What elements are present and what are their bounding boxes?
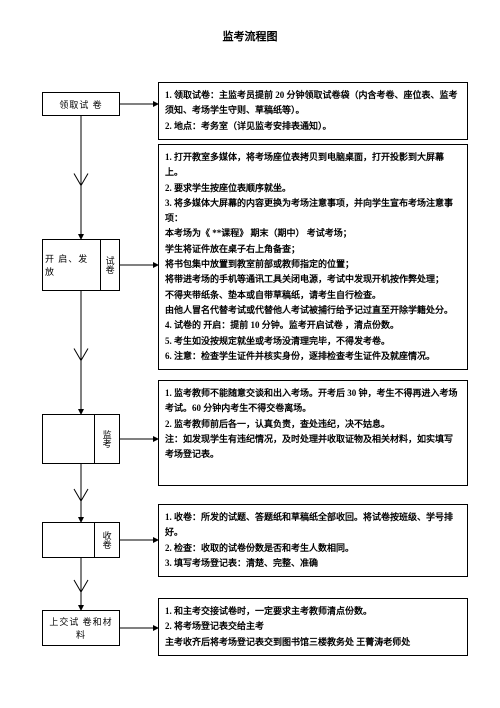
flow-node-label-bottom: 收卷: [95, 523, 119, 557]
desc-line: 2. 检查：收取的试卷份数是否和考生人数相同。: [165, 541, 461, 556]
desc-box-n3: 1. 监考教师不能随意交谈和出入考场。开考后 30 钟，考生不得再进入考场考试。…: [158, 380, 468, 486]
flow-node-n4: 收卷: [42, 522, 120, 558]
desc-line: 不得夹带纸条、垫本或自带草稿纸，请考生自行检查。: [165, 288, 461, 303]
desc-box-n1: 1. 领取试卷：主监考员提前 20 分钟领取试卷袋（内含考卷、座位表、监考须知、…: [158, 82, 468, 140]
desc-line: 1. 打开教室多媒体，将考场座位表拷贝到电脑桌面，打开投影到大屏幕上。: [165, 150, 461, 181]
desc-line: 注：如发现学生有违纪情况，及时处理并收取证物及相关材料，如实填写考场登记表。: [165, 432, 461, 463]
flow-edge-chevron: [74, 489, 88, 501]
desc-line: 2. 地点：考务室（详见监考安排表通知）。: [165, 119, 461, 134]
flow-node-label-top: 开 启、发 放: [43, 240, 101, 290]
flow-node-n2: 开 启、发 放试卷: [42, 239, 120, 291]
desc-line: 主考收齐后将考场登记表交到图书馆三楼教务处 王菁涛老师处: [165, 635, 461, 650]
flow-edge-chevron: [74, 174, 88, 186]
desc-line: 将带进考场的手机等通讯工具关闭电源，考试中发现开机按作弊处理；: [165, 272, 461, 287]
flow-node-n1: 领取试 卷: [42, 92, 120, 116]
desc-box-n5: 1. 和主考交接试卷时，一定要求主考教师清点份数。2. 将考场登记表交给主考主考…: [158, 598, 468, 656]
desc-line: 由他人冒名代替考试或代替他人考试被捕行给予记过直至开除学籍处分。: [165, 303, 461, 318]
flow-node-n3: 监考: [42, 414, 120, 464]
flow-node-n5: 上交试 卷和材料: [42, 610, 120, 646]
desc-box-n2: 1. 打开教室多媒体，将考场座位表拷贝到电脑桌面，打开投影到大屏幕上。2. 要求…: [158, 144, 468, 370]
desc-line: 1. 监考教师不能随意交谈和出入考场。开考后 30 钟，考生不得再进入考场考试。…: [165, 386, 461, 417]
desc-line: 本考场为《 **课程》 期末（期中） 考试考场；: [165, 226, 461, 241]
desc-line: 2. 监考教师前后各一，认真负责，查处违纪，决不姑息。: [165, 417, 461, 432]
desc-line: 2. 要求学生按座位表顺序就坐。: [165, 181, 461, 196]
flow-edge-chevron: [74, 580, 88, 592]
desc-line: 将书包集中放置到教室前部或教师指定的位置；: [165, 257, 461, 272]
flow-node-label-bottom: 监考: [95, 415, 119, 463]
flow-node-label-bottom: 试卷: [101, 240, 119, 290]
desc-line: 学生将证件放在桌子右上角备查；: [165, 242, 461, 257]
desc-line: 2. 将考场登记表交给主考: [165, 619, 461, 634]
page-title: 监考流程图: [0, 0, 500, 54]
flow-node-label-top: [43, 415, 95, 463]
desc-line: 3. 将多媒体大屏幕的内容更换为考场注意事项，并向学生宣布考场注意事项：: [165, 196, 461, 227]
flow-edge-chevron: [74, 349, 88, 361]
desc-line: 5. 考生如没按规定就坐或考场没清理完毕，不得发考卷。: [165, 334, 461, 349]
flowchart-diagram: 领取试 卷开 启、发 放试卷监考收卷上交试 卷和材料 1. 领取试卷：主监考员提…: [0, 54, 500, 694]
desc-line: 3. 填写考场登记表：清楚、完整、准确: [165, 556, 461, 571]
desc-box-n4: 1. 收卷：所发的试题、答题纸和草稿纸全部收回。将试卷按班级、学号排好。2. 检…: [158, 504, 468, 577]
desc-line: 1. 收卷：所发的试题、答题纸和草稿纸全部收回。将试卷按班级、学号排好。: [165, 510, 461, 541]
desc-line: 6. 注意：检查学生证件并核实身份，逐排检查考生证件及就座情况。: [165, 349, 461, 364]
desc-line: 1. 领取试卷：主监考员提前 20 分钟领取试卷袋（内含考卷、座位表、监考须知、…: [165, 88, 461, 119]
desc-line: 1. 和主考交接试卷时，一定要求主考教师清点份数。: [165, 604, 461, 619]
desc-line: 4. 试卷的 开启：提前 10 分钟。监考开启试卷 ，清点份数。: [165, 318, 461, 333]
flow-node-label-top: [43, 523, 95, 557]
